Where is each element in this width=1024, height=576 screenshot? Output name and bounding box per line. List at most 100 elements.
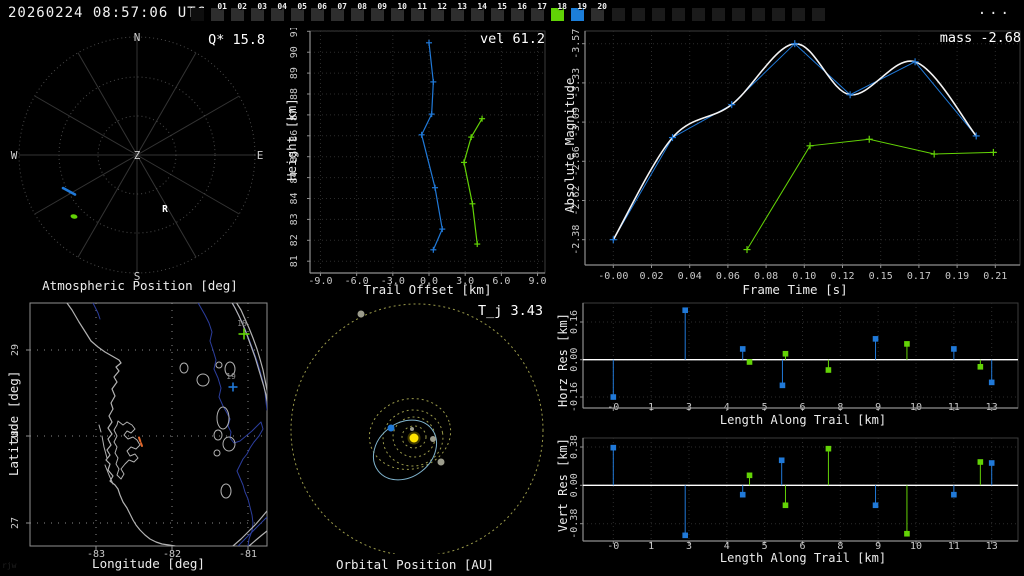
residuals-plot: -013456891011130.160.00-0.16-01345689101…	[569, 302, 1019, 552]
frame-slot[interactable]	[772, 8, 785, 21]
svg-text:18: 18	[237, 319, 247, 328]
svg-text:10: 10	[910, 541, 922, 552]
frame-slot[interactable]	[692, 8, 705, 21]
svg-text:-2.62: -2.62	[571, 185, 582, 215]
svg-text:-3.09: -3.09	[571, 107, 582, 137]
frame-thumb-08[interactable]: 08	[351, 2, 367, 21]
frame-thumb-11[interactable]: 11	[411, 2, 427, 21]
svg-text:0.04: 0.04	[678, 271, 702, 282]
vert-res-ylabel: Vert Res [km]	[556, 438, 570, 532]
frame-thumb-06[interactable]: 06	[311, 2, 327, 21]
svg-text:84: 84	[289, 192, 300, 204]
frame-slot[interactable]	[712, 8, 725, 21]
frame-thumb-14[interactable]: 14	[471, 2, 487, 21]
q-star-value: Q* 15.8	[208, 32, 265, 48]
frame-slot[interactable]	[752, 8, 765, 21]
frame-thumb-03[interactable]: 03	[251, 2, 267, 21]
frame-thumb-20[interactable]: 20	[591, 2, 607, 21]
panel-residuals: -013456891011130.160.00-0.16-01345689101…	[550, 298, 1024, 576]
svg-text:W: W	[11, 149, 18, 162]
svg-text:0.00: 0.00	[569, 348, 580, 372]
panel-atmospheric-position: N S W E Z R Q* 15.8 Atmospheric Position [deg…	[0, 28, 280, 298]
frame-slot[interactable]	[812, 8, 825, 21]
atmospheric-caption: Atmospheric Position [deg]	[42, 278, 238, 293]
frame-slot[interactable]	[191, 8, 204, 21]
frame-thumb-04[interactable]: 04	[271, 2, 287, 21]
svg-text:81: 81	[289, 255, 300, 267]
frame-slot[interactable]	[632, 8, 645, 21]
panel-orbital: T_j 3.43 Orbital Position [AU]	[280, 298, 550, 576]
svg-text:0.16: 0.16	[569, 310, 580, 334]
svg-text:88: 88	[289, 88, 300, 100]
frame-slot[interactable]	[732, 8, 745, 21]
svg-text:-0.00: -0.00	[598, 271, 628, 282]
magnitude-plot: -0.00 0.02 0.04 0.06 0.08 0.10 0.12 0.15 0.17 0.1…	[571, 29, 1021, 282]
svg-text:86: 86	[289, 130, 300, 142]
svg-text:5: 5	[762, 541, 768, 552]
svg-text:9.0: 9.0	[529, 276, 547, 287]
svg-text:-3.0: -3.0	[381, 276, 405, 287]
frame-thumb-19[interactable]: 19	[571, 2, 587, 21]
svg-text:0.21: 0.21	[983, 271, 1007, 282]
svg-text:0.08: 0.08	[754, 271, 778, 282]
frame-number: 11	[417, 2, 427, 11]
svg-text:-81: -81	[239, 549, 257, 560]
overflow-menu-icon[interactable]: ...	[977, 2, 1012, 18]
tisserand-value: T_j 3.43	[477, 303, 543, 319]
frame-number: 20	[597, 2, 607, 11]
frame-thumb-01[interactable]: 01	[211, 2, 227, 21]
svg-text:N: N	[134, 31, 141, 44]
frame-number: 08	[357, 2, 367, 11]
frame-number: 09	[377, 2, 387, 11]
frame-thumb-02[interactable]: 02	[231, 2, 247, 21]
svg-text:29: 29	[10, 344, 21, 356]
residuals-bottom-xlabel: Length Along Trail [km]	[719, 551, 887, 565]
magnitude-ylabel: Absolute Magnitude	[562, 77, 577, 213]
ground-map-plot: -83 -82 -81 29 28 27 18 19	[10, 302, 268, 560]
frame-thumb-15[interactable]: 15	[491, 2, 507, 21]
frame-thumb-13[interactable]: 13	[451, 2, 467, 21]
frame-thumb-17[interactable]: 17	[531, 2, 547, 21]
frame-slot[interactable]	[792, 8, 805, 21]
frame-number: 10	[397, 2, 407, 11]
svg-text:0.38: 0.38	[569, 435, 580, 459]
svg-text:E: E	[257, 149, 264, 162]
frame-thumb-16[interactable]: 16	[511, 2, 527, 21]
svg-text:91: 91	[289, 28, 300, 37]
map-watermark: rjw	[2, 561, 17, 570]
frame-number: 13	[457, 2, 467, 11]
trail-xlabel: Trail Offset [km]	[363, 282, 492, 297]
svg-text:-3.57: -3.57	[571, 29, 582, 59]
svg-text:0.10: 0.10	[792, 271, 816, 282]
frame-slot[interactable]	[612, 8, 625, 21]
frame-thumb-09[interactable]: 09	[371, 2, 387, 21]
panel-trail-offset: -9.0 -6.0 -3.0 0.0 3.0 6.0 9.0 91 90 89 88 87 86 85 84…	[280, 28, 550, 298]
svg-text:-83: -83	[87, 549, 105, 560]
svg-text:8: 8	[837, 541, 843, 552]
frame-thumb-05[interactable]: 05	[291, 2, 307, 21]
svg-text:-82: -82	[163, 549, 181, 560]
svg-text:4: 4	[724, 541, 730, 552]
frame-number: 16	[517, 2, 527, 11]
svg-text:0.00: 0.00	[569, 473, 580, 497]
frame-slot[interactable]	[672, 8, 685, 21]
frame-number: 07	[337, 2, 347, 11]
frame-thumb-12[interactable]: 12	[431, 2, 447, 21]
frame-thumb-18[interactable]: 18	[551, 2, 567, 21]
svg-text:11: 11	[948, 541, 960, 552]
svg-text:S: S	[134, 270, 141, 283]
horz-res-ylabel: Horz Res [km]	[556, 313, 570, 407]
frame-number: 05	[297, 2, 307, 11]
svg-text:1: 1	[648, 541, 654, 552]
frame-number: 06	[317, 2, 327, 11]
frame-slot[interactable]	[652, 8, 665, 21]
trail-ylabel: Height [km]	[284, 98, 299, 181]
frame-thumb-07[interactable]: 07	[331, 2, 347, 21]
frame-number: 18	[557, 2, 567, 11]
frame-thumb-10[interactable]: 10	[391, 2, 407, 21]
panel-magnitude: -0.00 0.02 0.04 0.06 0.08 0.10 0.12 0.15 0.17 0.1…	[550, 28, 1024, 298]
svg-text:84: 84	[289, 172, 300, 184]
svg-text:0.0: 0.0	[420, 276, 438, 287]
frame-number: 04	[277, 2, 287, 11]
